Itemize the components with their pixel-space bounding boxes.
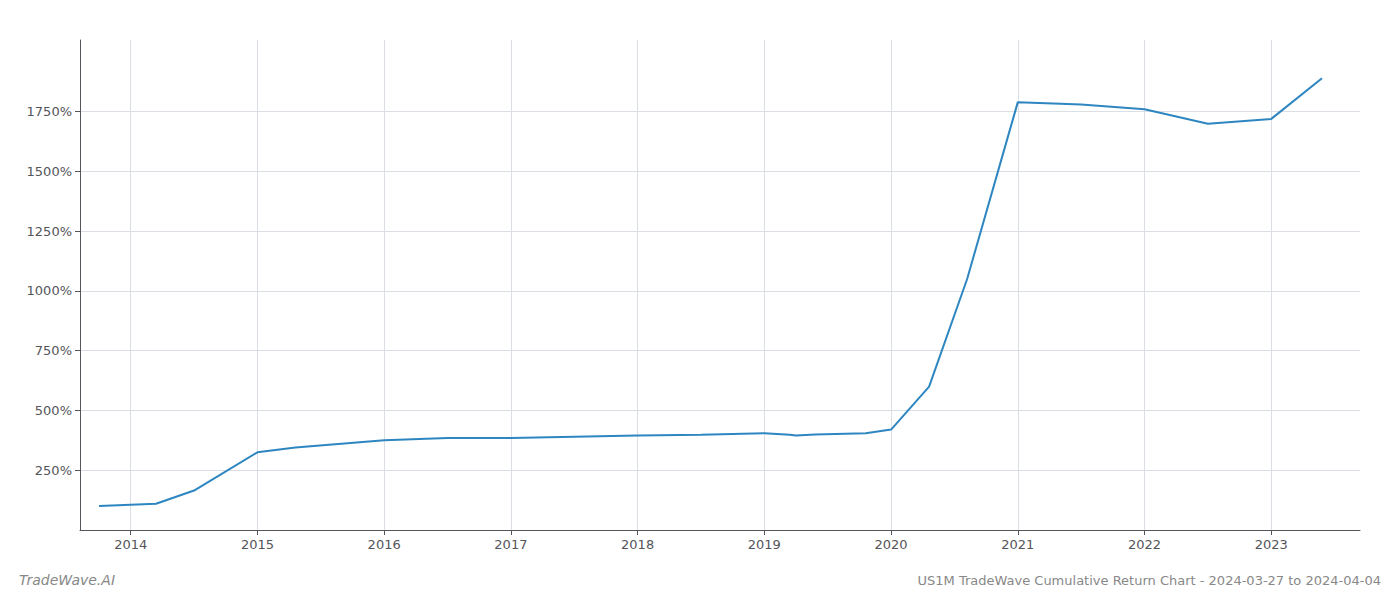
svg-text:2018: 2018 xyxy=(621,537,654,552)
svg-text:1500%: 1500% xyxy=(27,164,72,179)
svg-text:2020: 2020 xyxy=(875,537,908,552)
svg-text:1750%: 1750% xyxy=(27,104,72,119)
svg-text:TradeWave.AI: TradeWave.AI xyxy=(19,572,115,588)
svg-text:2017: 2017 xyxy=(494,537,527,552)
svg-text:750%: 750% xyxy=(35,343,72,358)
svg-text:1000%: 1000% xyxy=(27,283,72,298)
svg-text:1250%: 1250% xyxy=(27,224,72,239)
svg-text:2023: 2023 xyxy=(1255,537,1288,552)
svg-text:2022: 2022 xyxy=(1128,537,1161,552)
svg-text:2015: 2015 xyxy=(241,537,274,552)
svg-text:500%: 500% xyxy=(35,403,72,418)
svg-text:2016: 2016 xyxy=(368,537,401,552)
svg-text:2014: 2014 xyxy=(114,537,147,552)
svg-text:2021: 2021 xyxy=(1001,537,1034,552)
svg-text:2019: 2019 xyxy=(748,537,781,552)
svg-text:250%: 250% xyxy=(35,463,72,478)
svg-text:US1M TradeWave Cumulative Retu: US1M TradeWave Cumulative Return Chart -… xyxy=(918,573,1382,588)
